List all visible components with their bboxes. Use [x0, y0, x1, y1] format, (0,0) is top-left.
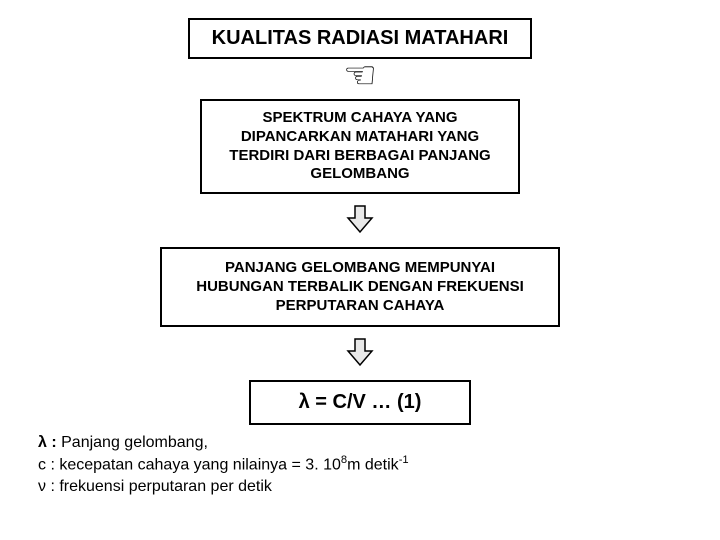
panjang-line1: PANJANG GELOMBANG MEMPUNYAI [225, 259, 495, 276]
spectrum-line2: DIPANCARKAN MATAHARI YANG [241, 128, 479, 145]
def-c: c : kecepatan cahaya yang nilainya = 3. … [38, 453, 409, 476]
def-nu: ν : frekuensi perputaran per detik [38, 476, 409, 498]
formula-rest: = C/V … (1) [310, 391, 422, 413]
title-box: KUALITAS RADIASI MATAHARI [188, 18, 533, 59]
def-nu-text: : frekuensi perputaran per detik [46, 478, 272, 495]
spectrum-line4: GELOMBANG [310, 165, 409, 182]
panjang-line2: HUBUNGAN TERBALIK DENGAN FREKUENSI [196, 278, 524, 295]
def-c-exp2: -1 [399, 454, 409, 466]
down-arrow-icon-1 [346, 204, 374, 239]
wavelength-relation-box: PANJANG GELOMBANG MEMPUNYAI HUBUNGAN TER… [160, 247, 560, 327]
definitions-block: λ : Panjang gelombang, c : kecepatan cah… [38, 432, 409, 498]
down-arrow-icon-2 [346, 337, 374, 372]
def-lambda-text: Panjang gelombang, [61, 434, 208, 451]
formula-box: λ = C/V … (1) [249, 380, 472, 425]
def-c-mid: m detik [347, 457, 399, 474]
spectrum-line1: SPEKTRUM CAHAYA YANG [262, 109, 457, 126]
def-nu-sym: ν [38, 478, 46, 495]
formula-lambda: λ [299, 391, 310, 413]
spectrum-box: SPEKTRUM CAHAYA YANG DIPANCARKAN MATAHAR… [200, 99, 520, 194]
panjang-line3: PERPUTARAN CAHAYA [276, 297, 445, 314]
spectrum-line3: TERDIRI DARI BERBAGAI PANJANG [229, 147, 490, 164]
def-c-pre: c : kecepatan cahaya yang nilainya = 3. … [38, 457, 341, 474]
def-lambda: λ : Panjang gelombang, [38, 432, 409, 454]
def-lambda-colon: : [47, 434, 61, 451]
hand-pointer-icon: ☜ [343, 57, 377, 95]
def-lambda-sym: λ [38, 434, 47, 451]
